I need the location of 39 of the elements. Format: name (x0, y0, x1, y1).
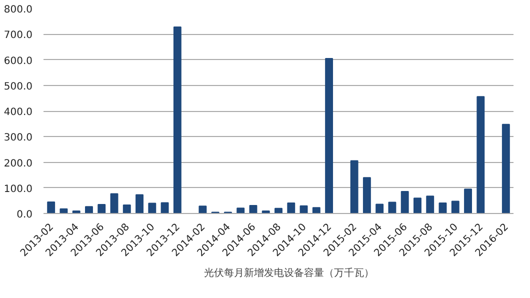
bar (376, 204, 384, 214)
bar (325, 58, 334, 214)
bar (414, 198, 422, 214)
y-tick-label: 500.0 (4, 81, 33, 92)
bar (502, 124, 510, 214)
bar (60, 208, 68, 214)
bar (426, 196, 434, 214)
bar (236, 208, 245, 214)
y-tick-label: 800.0 (4, 4, 33, 16)
y-tick-label: 400.0 (4, 107, 33, 118)
bar (312, 207, 320, 214)
bar (160, 202, 169, 214)
bar (287, 202, 296, 214)
bar (274, 208, 282, 214)
y-tick-label: 200.0 (4, 158, 33, 170)
bar (451, 200, 460, 214)
bar (98, 204, 106, 214)
y-tick-label: 600.0 (4, 56, 33, 67)
y-tick-label: 0.0 (16, 210, 33, 220)
bar (173, 26, 182, 214)
y-tick-label: 700.0 (4, 30, 33, 42)
y-tick-label: 100.0 (4, 184, 33, 195)
bar (476, 96, 485, 214)
bar (47, 201, 56, 214)
bar (136, 194, 144, 214)
bar (350, 160, 358, 214)
y-tick-label: 300.0 (4, 132, 33, 144)
bar (388, 202, 396, 214)
bar (122, 204, 131, 214)
bar (438, 202, 447, 214)
bar (362, 177, 371, 214)
text: 光伏每月新增发电设备容量（万千瓦） (204, 266, 374, 280)
bar (85, 206, 93, 214)
bar (464, 188, 472, 214)
bar (249, 205, 258, 214)
bar (148, 202, 156, 214)
bar (400, 190, 409, 214)
bar (198, 206, 207, 214)
bar (110, 193, 118, 214)
